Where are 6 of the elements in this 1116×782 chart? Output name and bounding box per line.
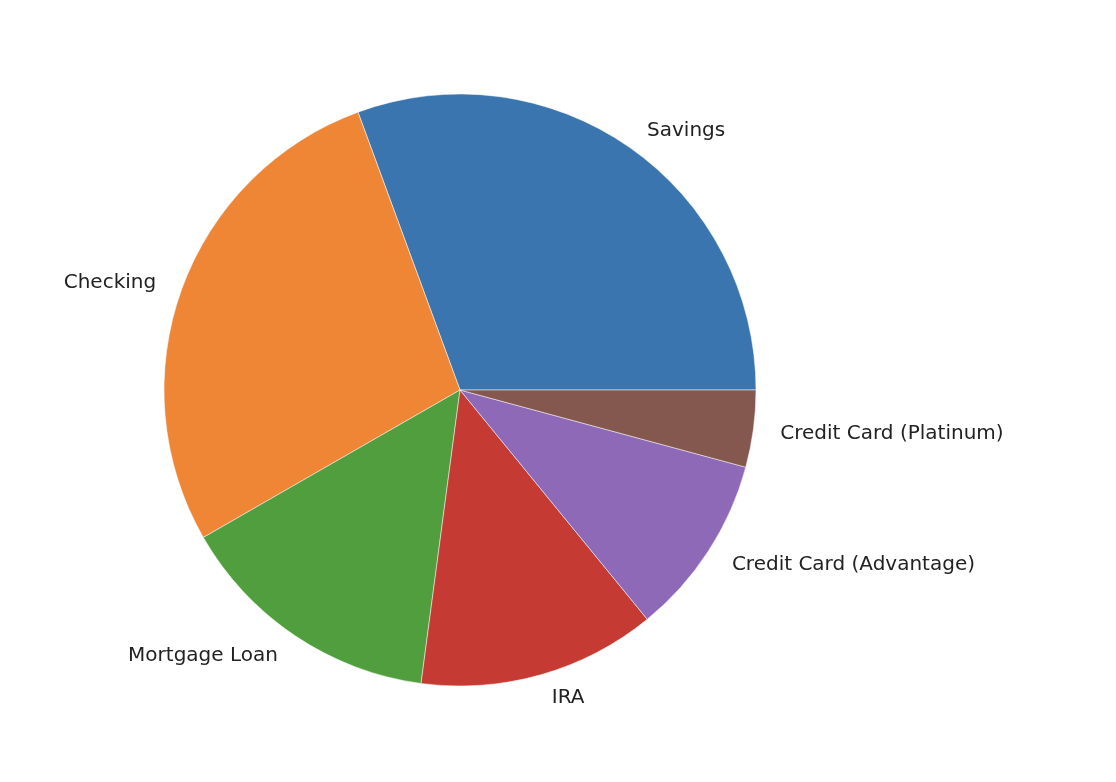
slice-label: Mortgage Loan <box>128 642 278 667</box>
slice-label: IRA <box>551 683 585 708</box>
slice-label: Savings <box>647 117 726 142</box>
slice-label: Checking <box>63 269 157 294</box>
slice-label: Credit Card (Advantage) <box>731 550 976 575</box>
slice-label: Credit Card (Platinum) <box>780 419 1004 444</box>
